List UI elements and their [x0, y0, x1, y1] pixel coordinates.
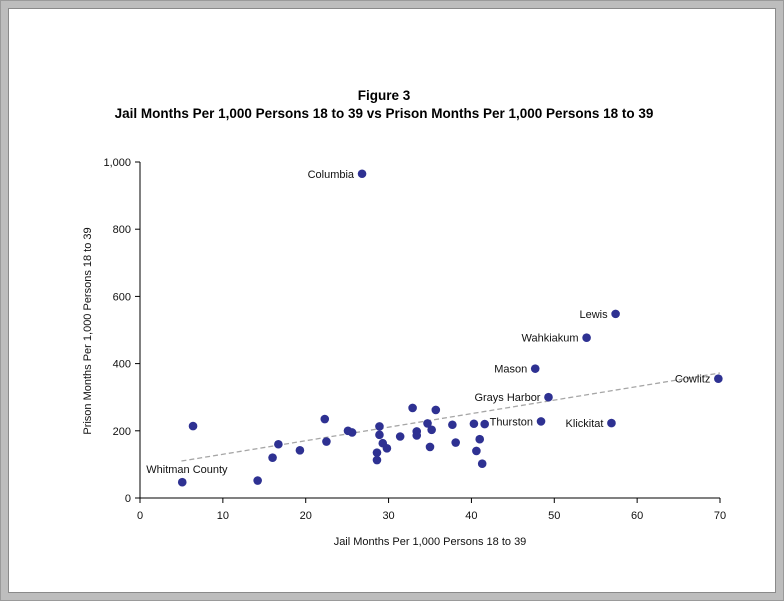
data-point — [375, 422, 384, 431]
data-point — [382, 443, 392, 453]
x-tick-label: 50 — [548, 510, 560, 522]
data-point — [274, 439, 283, 449]
data-point — [431, 405, 441, 415]
point-label: Whitman County — [146, 464, 228, 476]
x-tick-label: 0 — [137, 510, 143, 522]
y-tick-label: 600 — [113, 291, 131, 303]
y-tick-label: 200 — [113, 426, 131, 438]
tick-labels: 0 10 20 30 40 50 60 70 0 200 400 600 800 1,000 — [103, 157, 726, 522]
data-point — [611, 309, 620, 319]
data-point — [425, 442, 435, 452]
y-tick-label: 1,000 — [103, 157, 131, 169]
data-point — [372, 455, 382, 465]
data-points — [177, 169, 723, 487]
data-point — [412, 431, 422, 440]
data-point — [475, 434, 485, 444]
data-point — [253, 476, 262, 485]
data-point — [322, 437, 331, 446]
y-tick-label: 800 — [113, 224, 131, 236]
x-tick-label: 70 — [714, 510, 726, 522]
y-axis-title: Prison Months Per 1,000 Persons 18 to 39 — [82, 227, 94, 434]
data-point — [188, 421, 198, 431]
data-point — [357, 169, 367, 179]
data-point — [714, 374, 723, 384]
point-label: Thurston — [490, 416, 533, 428]
data-point — [295, 445, 305, 455]
data-point — [268, 453, 277, 462]
x-tick-label: 20 — [300, 510, 312, 522]
point-label: Klickitat — [566, 418, 604, 430]
point-label: Grays Harbor — [474, 392, 540, 404]
x-axis-title: Jail Months Per 1,000 Persons 18 to 39 — [334, 536, 527, 548]
chart-title: Figure 3 — [358, 88, 411, 103]
y-tick-label: 0 — [125, 493, 131, 505]
data-point — [480, 419, 489, 429]
data-point — [177, 477, 187, 487]
x-tick-label: 10 — [217, 510, 229, 522]
data-point — [544, 392, 553, 402]
point-label: Wahkiakum — [522, 333, 579, 345]
data-point — [477, 459, 487, 469]
axes — [135, 161, 721, 503]
x-tick-label: 30 — [382, 510, 394, 522]
data-point — [607, 418, 616, 428]
data-point — [472, 446, 481, 456]
point-label: Lewis — [579, 309, 608, 321]
data-point — [451, 438, 460, 447]
data-point — [530, 364, 540, 373]
point-label: Cowlitz — [675, 374, 710, 386]
point-label: Columbia — [308, 169, 355, 181]
point-label: Mason — [494, 364, 527, 376]
trendline-group — [181, 372, 721, 462]
chart-subtitle: Jail Months Per 1,000 Persons 18 to 39 v… — [115, 106, 654, 121]
chart-area — [8, 8, 776, 593]
data-point — [448, 420, 457, 430]
data-point — [320, 414, 330, 424]
data-point — [423, 419, 432, 428]
data-point — [375, 430, 384, 440]
y-tick-label: 400 — [113, 359, 131, 371]
data-point — [408, 403, 417, 413]
data-point — [372, 448, 382, 457]
data-point — [469, 419, 479, 429]
data-point — [582, 333, 591, 343]
data-point — [536, 417, 546, 426]
x-tick-label: 60 — [631, 510, 643, 522]
data-point — [347, 428, 357, 437]
data-point — [395, 432, 405, 441]
trendline — [181, 372, 721, 462]
x-tick-label: 40 — [465, 510, 477, 522]
data-point — [427, 425, 436, 435]
